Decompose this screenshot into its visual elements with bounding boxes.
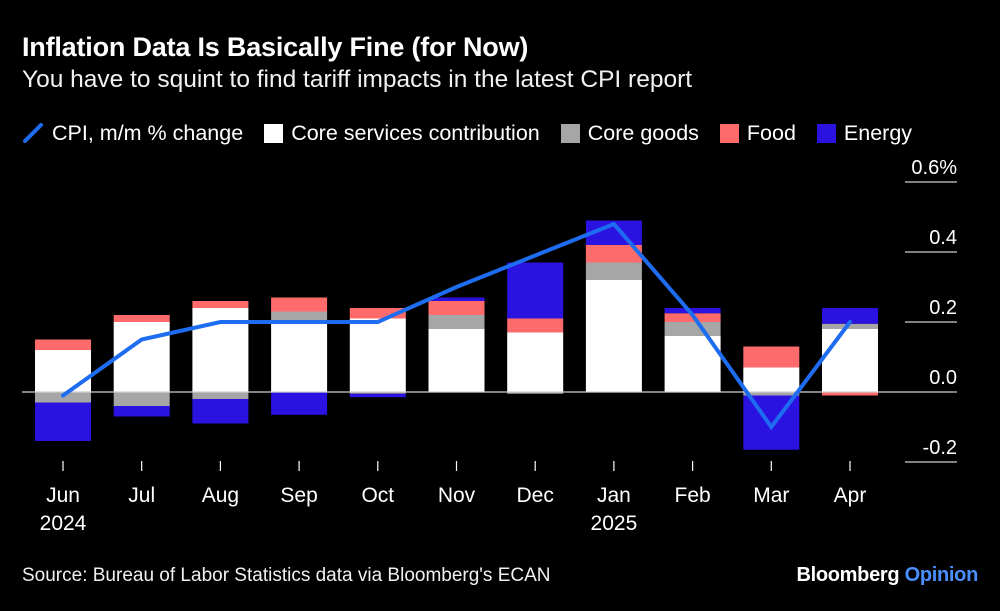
legend-label-core-goods: Core goods xyxy=(587,120,699,145)
x-year-label: 2025 xyxy=(591,512,638,535)
legend-item-core-services: Core services contribution xyxy=(264,121,540,146)
bar-segment xyxy=(585,262,642,280)
legend-label-food: Food xyxy=(746,120,796,145)
brand-main: Bloomberg xyxy=(796,564,900,586)
bar-segment xyxy=(113,392,170,406)
bar-segment xyxy=(428,329,485,392)
x-tick-label: Mar xyxy=(753,484,789,507)
bar-segment xyxy=(271,311,328,322)
x-tick-label: Jul xyxy=(128,484,155,507)
y-tick-label: 0.6% xyxy=(911,157,957,179)
bar-segment xyxy=(113,322,170,392)
bar-segment xyxy=(664,336,721,392)
x-tick-label: Feb xyxy=(675,484,711,507)
bar-segment xyxy=(822,392,878,396)
bar-segment xyxy=(507,392,564,394)
legend-item-energy: Energy xyxy=(816,120,913,146)
bar-segment xyxy=(822,329,878,392)
bar-segment xyxy=(428,297,485,301)
x-tick-label: Oct xyxy=(361,484,394,507)
bar-segment xyxy=(507,332,564,392)
bar-segment xyxy=(35,339,91,350)
bar-segment xyxy=(192,392,249,399)
bar-segment xyxy=(664,322,721,336)
brand-sub: Opinion xyxy=(904,564,979,586)
legend-item-cpi: CPI, m/m % change xyxy=(22,121,243,146)
bar-segment xyxy=(585,245,642,263)
legend-label-energy: Energy xyxy=(843,120,913,145)
x-tick-label: Aug xyxy=(202,484,239,507)
bar-segment xyxy=(743,367,800,392)
x-tick-label: Apr xyxy=(834,484,867,507)
y-tick-label: 0.4 xyxy=(929,227,957,249)
bar-segment xyxy=(822,323,878,329)
bar-segment xyxy=(192,399,249,424)
bar-segment xyxy=(271,392,328,415)
cpi-line xyxy=(61,221,852,431)
bar-segment xyxy=(349,308,406,319)
y-tick-label: -0.2 xyxy=(923,437,957,459)
x-tick-label: Dec xyxy=(517,484,554,507)
bar-segment xyxy=(664,308,721,314)
bar-segment xyxy=(113,315,170,322)
legend-label-cpi: CPI, m/m % change xyxy=(52,120,244,145)
line-icon xyxy=(23,123,43,143)
x-tick-label: Jan xyxy=(597,484,631,507)
bar-segment xyxy=(192,301,249,308)
y-tick-label: 0.2 xyxy=(929,297,957,319)
bar-segment xyxy=(822,308,878,324)
bar-segment xyxy=(585,280,642,392)
square-icon xyxy=(719,123,739,143)
legend-item-food: Food xyxy=(719,120,796,146)
legend: CPI, m/m % change Core services contribu… xyxy=(22,118,912,148)
square-icon xyxy=(816,123,836,143)
bar-segment xyxy=(271,297,328,312)
source-note: Source: Bureau of Labor Statistics data … xyxy=(22,565,551,586)
square-icon xyxy=(264,123,284,143)
bar-segment xyxy=(35,402,91,441)
bar-segment xyxy=(507,318,564,333)
chart-subtitle: You have to squint to find tariff impact… xyxy=(22,66,693,93)
bar-segment xyxy=(271,322,328,392)
bar-segment xyxy=(428,315,485,329)
brand-logo: Bloomberg Opinion xyxy=(796,564,978,587)
legend-label-core-services: Core services contribution xyxy=(291,120,540,145)
x-tick-label: Sep xyxy=(280,484,317,507)
bar-segment xyxy=(349,318,406,392)
bar-segment xyxy=(743,392,800,396)
bar-segment xyxy=(743,346,800,368)
bar-segment xyxy=(349,393,406,398)
legend-item-core-goods: Core goods xyxy=(560,120,699,146)
chart-title: Inflation Data Is Basically Fine (for No… xyxy=(22,32,529,62)
square-icon xyxy=(560,123,580,143)
bar-segment xyxy=(349,392,406,394)
x-year-label: 2024 xyxy=(40,512,87,535)
bar-segment xyxy=(507,262,564,319)
y-tick-label: 0.0 xyxy=(929,367,957,389)
x-tick-label: Nov xyxy=(438,484,476,507)
x-tick-label: Jun xyxy=(46,484,80,507)
bar-segment xyxy=(113,406,170,417)
bar-segment xyxy=(428,301,485,315)
bar-segment xyxy=(35,350,91,392)
